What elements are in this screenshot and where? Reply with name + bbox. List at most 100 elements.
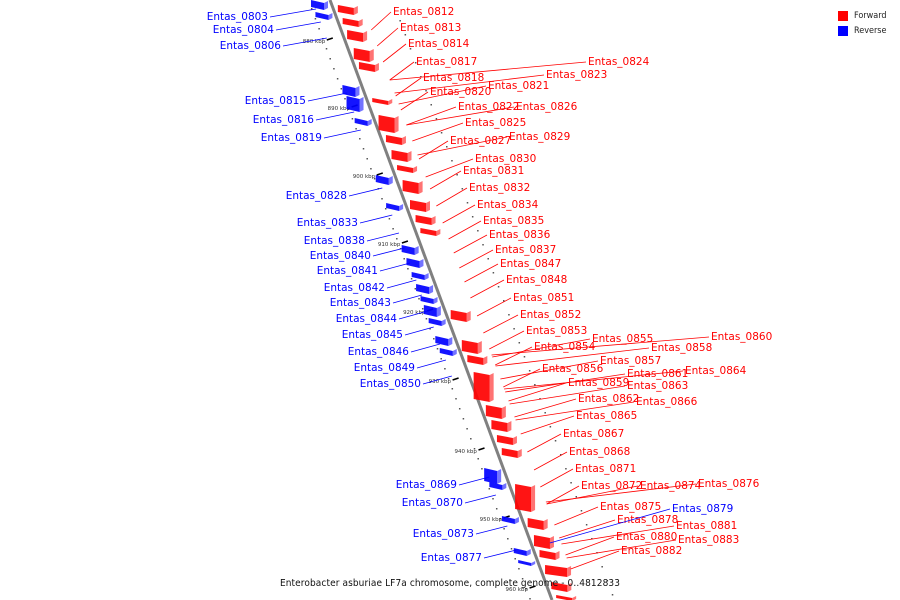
track-dot (481, 468, 483, 470)
track-dot (381, 198, 383, 200)
tick-mark (376, 172, 383, 176)
track-dot (446, 146, 448, 148)
reverse-gene-side (419, 259, 424, 268)
reverse-leader-line (282, 37, 327, 47)
reverse-gene-label: Entas_0840 (310, 250, 371, 262)
track-dot (514, 558, 516, 560)
reverse-gene-side (514, 517, 519, 524)
forward-gene-label: Entas_0855 (592, 333, 653, 345)
forward-gene-label: Entas_0830 (475, 153, 536, 165)
tick-label: 900 kbp (353, 174, 376, 180)
forward-gene-label: Entas_0856 (542, 363, 604, 375)
forward-gene-side (555, 551, 560, 560)
forward-gene (545, 565, 568, 577)
forward-gene-label: Entas_0865 (576, 410, 637, 422)
reverse-leader-line (307, 92, 348, 102)
tick-label: 880 kbp (303, 39, 326, 45)
forward-gene-label: Entas_0871 (575, 463, 636, 475)
track-dot (575, 496, 578, 498)
tick-mark (478, 447, 485, 451)
forward-gene-label: Entas_0823 (546, 69, 607, 81)
track-dot (421, 308, 424, 310)
track-dot (544, 412, 546, 414)
forward-leader-line (376, 27, 399, 47)
reverse-gene (386, 203, 400, 211)
track-dot (508, 314, 510, 316)
reverse-gene (439, 348, 453, 356)
reverse-gene-side (324, 1, 328, 10)
forward-gene-label: Entas_0853 (526, 325, 587, 337)
forward-leader-line (464, 263, 499, 283)
forward-leader-line (389, 61, 587, 81)
reverse-gene (411, 272, 425, 280)
forward-gene-side (394, 116, 399, 133)
forward-leader-line (425, 158, 474, 178)
forward-leader-line (483, 314, 519, 334)
reverse-gene-label: Entas_0803 (207, 11, 268, 23)
legend-forward-label: Forward (854, 10, 887, 21)
track-dot (418, 298, 420, 300)
track-dot (366, 158, 368, 160)
forward-gene-side (407, 151, 412, 162)
reverse-gene (435, 336, 449, 346)
forward-leader-line (514, 398, 577, 418)
forward-gene (347, 30, 364, 42)
forward-gene-label: Entas_0857 (600, 355, 661, 367)
forward-gene (385, 135, 402, 145)
forward-gene-label: Entas_0837 (495, 244, 556, 256)
forward-gene-label: Entas_0861 (627, 368, 688, 380)
track-dot (513, 328, 515, 330)
reverse-leader-line (386, 279, 417, 289)
reverse-swatch (838, 25, 848, 36)
track-dot (355, 128, 357, 130)
track-dot (433, 338, 435, 340)
forward-leader-line (395, 77, 422, 97)
forward-gene-label: Entas_0852 (520, 309, 581, 321)
forward-gene-side (477, 341, 482, 354)
forward-gene-side (567, 566, 572, 577)
forward-gene-side (388, 99, 393, 105)
forward-gene (461, 340, 478, 354)
forward-gene-label: Entas_0878 (617, 514, 678, 526)
track-dot (333, 68, 335, 70)
reverse-gene-label: Entas_0850 (360, 378, 421, 390)
track-dot (518, 568, 520, 570)
track-dot (404, 34, 407, 36)
forward-leader-line (406, 106, 457, 126)
track-dot (565, 468, 567, 470)
track-dot (518, 342, 521, 344)
forward-gene-label: Entas_0848 (506, 274, 567, 286)
forward-swatch (838, 10, 848, 21)
reverse-gene-side (526, 549, 531, 556)
forward-gene-side (466, 311, 471, 322)
forward-gene-side (507, 421, 512, 432)
forward-leader-line (508, 382, 567, 402)
forward-gene-side (572, 596, 577, 600)
forward-gene-side (567, 583, 572, 592)
forward-gene-label: Entas_0860 (711, 331, 772, 343)
reverse-gene-side (414, 246, 419, 255)
forward-leader-line (442, 204, 476, 224)
track-dot (344, 98, 346, 100)
forward-gene (353, 48, 370, 62)
forward-leader-line (495, 346, 533, 366)
reverse-leader-line (392, 294, 422, 304)
reverse-leader-line (404, 326, 434, 336)
forward-leader-line (509, 385, 626, 405)
forward-leader-line (389, 61, 415, 81)
reverse-gene (489, 482, 503, 490)
forward-leader-line (476, 297, 512, 317)
reverse-gene-side (367, 119, 372, 126)
forward-gene-label: Entas_0826 (516, 101, 578, 113)
reverse-gene-label: Entas_0846 (348, 346, 410, 358)
track-dot (477, 230, 479, 232)
tick-mark (452, 377, 459, 381)
track-dot (359, 138, 361, 140)
forward-gene-side (426, 201, 430, 212)
track-dot (310, 8, 313, 10)
track-dot (497, 286, 500, 288)
track-dot (425, 90, 427, 92)
reverse-gene-label: Entas_0841 (317, 265, 378, 277)
forward-gene (372, 98, 389, 105)
forward-leader-line (491, 336, 710, 356)
